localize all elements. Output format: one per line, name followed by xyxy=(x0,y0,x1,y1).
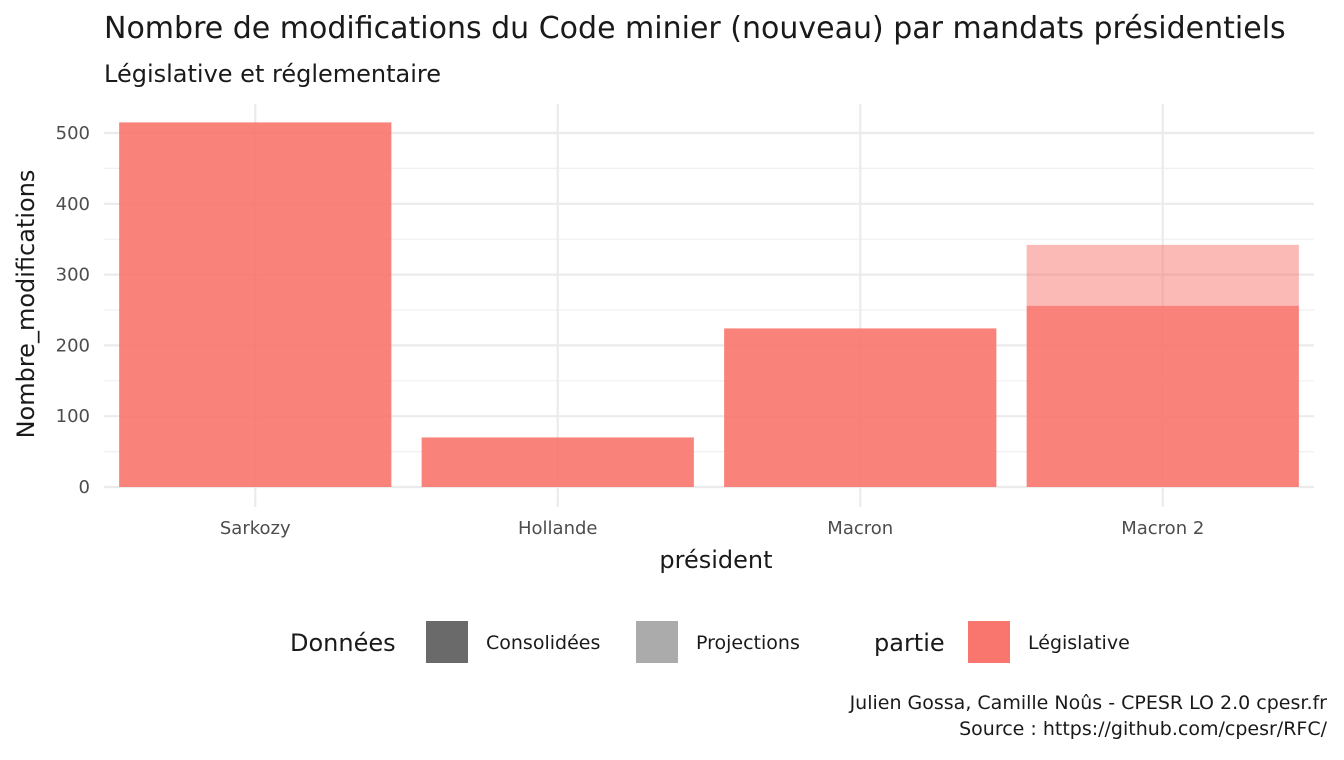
legend-key xyxy=(426,621,468,663)
bar-consolidées xyxy=(421,437,694,487)
bar-consolidées xyxy=(119,122,392,487)
y-tick-label: 400 xyxy=(56,194,90,215)
x-axis-title: président xyxy=(659,546,772,574)
bar-projections xyxy=(1026,244,1299,306)
legend-key xyxy=(636,621,678,663)
legend-title: Données xyxy=(290,629,396,657)
x-tick-label: Hollande xyxy=(518,518,598,539)
x-tick-label: Macron xyxy=(827,518,893,539)
caption: Julien Gossa, Camille Noûs - CPESR LO 2.… xyxy=(849,692,1328,740)
y-tick-label: 100 xyxy=(56,406,90,427)
chart-subtitle: Législative et réglementaire xyxy=(104,60,441,88)
legend-label: Projections xyxy=(696,632,800,654)
caption-line: Source : https://github.com/cpesr/RFC/ xyxy=(959,718,1328,740)
x-tick-label: Macron 2 xyxy=(1121,518,1204,539)
x-tick-label: Sarkozy xyxy=(220,518,291,539)
legend-key xyxy=(968,621,1010,663)
caption-line: Julien Gossa, Camille Noûs - CPESR LO 2.… xyxy=(849,692,1328,714)
bar-consolidées xyxy=(1026,305,1299,487)
y-tick-label: 200 xyxy=(56,335,90,356)
bar-consolidées xyxy=(724,328,997,487)
chart-title: Nombre de modifications du Code minier (… xyxy=(104,11,1286,46)
plot-area: 0 100 200 300 400 500 Sarkozy Hollande Macron Mac… xyxy=(56,104,1314,539)
legend-label: Législative xyxy=(1028,632,1130,654)
y-axis-title: Nombre_modifications xyxy=(12,170,40,439)
legend: Données Consolidées Projections partie Légis… xyxy=(290,621,1130,663)
y-tick-label: 300 xyxy=(56,265,90,286)
legend-title: partie xyxy=(874,629,945,657)
y-tick-label: 500 xyxy=(56,123,90,144)
y-tick-label: 0 xyxy=(79,477,90,498)
legend-label: Consolidées xyxy=(486,632,600,654)
